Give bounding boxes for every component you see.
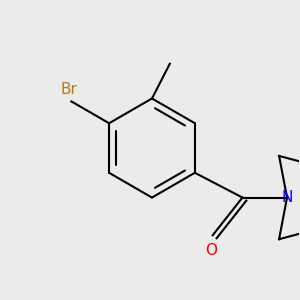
Text: Br: Br <box>60 82 77 97</box>
Text: O: O <box>205 243 217 258</box>
Text: N: N <box>281 190 293 205</box>
